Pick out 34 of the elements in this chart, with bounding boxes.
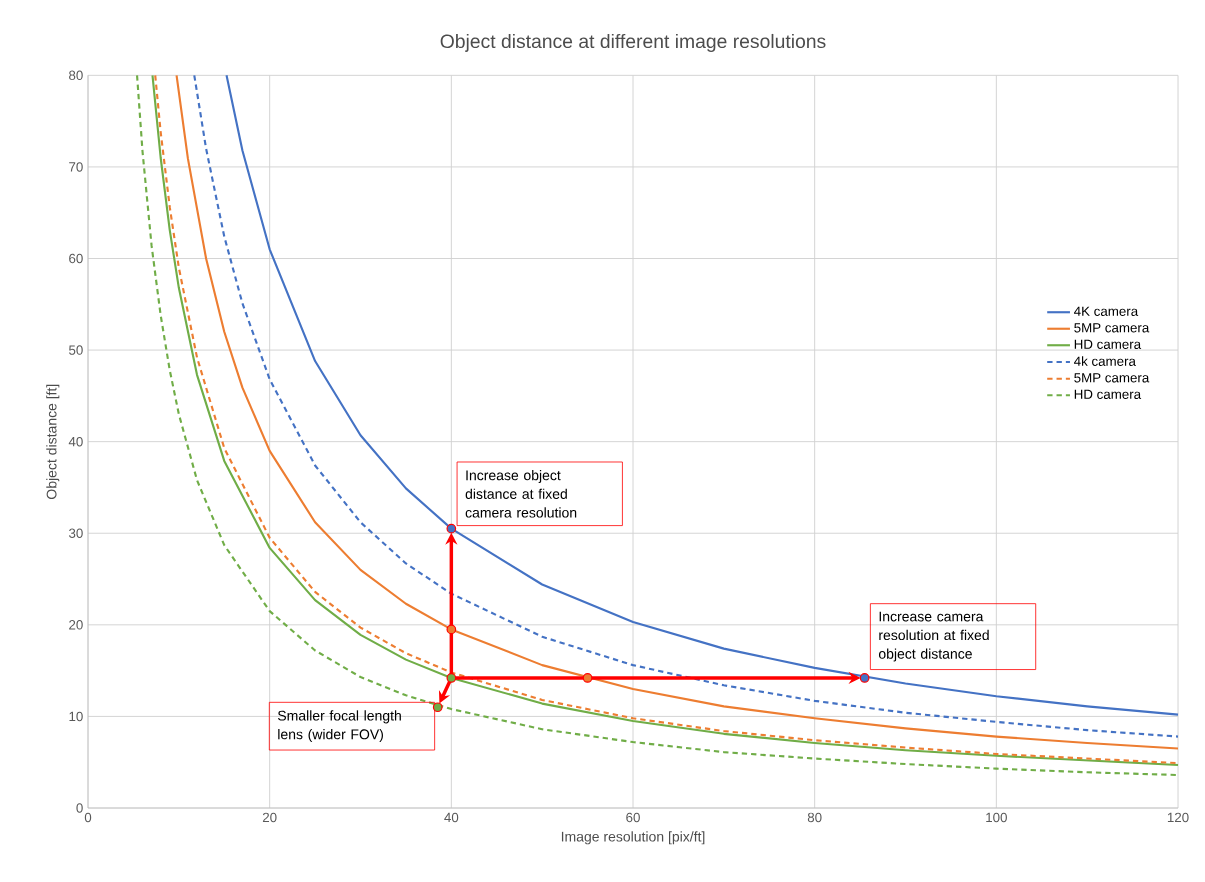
x-tick-label: 120: [1167, 812, 1189, 823]
y-tick-label: 10: [69, 711, 83, 722]
legend-label: HD camera: [1074, 339, 1142, 349]
legend-label: 5MP camera: [1074, 323, 1150, 333]
x-tick-label: 80: [807, 812, 822, 823]
y-tick-label: 70: [69, 162, 83, 172]
y-tick-label: 40: [68, 436, 83, 447]
y-tick-label: 80: [69, 70, 83, 81]
point: [446, 624, 457, 635]
annotation: Increase camera resolution at fixed object distance: [878, 611, 989, 662]
x-tick-label: 20: [262, 812, 277, 823]
legend-label: 4K camera: [1074, 306, 1139, 316]
point: [859, 673, 870, 683]
point: [432, 702, 443, 713]
annotation: Smaller focal length lens (wider FOV): [277, 710, 401, 743]
x-tick-label: 0: [84, 812, 92, 823]
x-tick-label: 100: [986, 812, 1007, 823]
y-tick-label: 20: [69, 620, 83, 630]
legend-label: 4k camera: [1074, 356, 1136, 366]
x-tick-label: 60: [626, 812, 640, 823]
x-tick-label: 40: [444, 812, 459, 823]
point: [446, 523, 457, 534]
y-tick-label: 30: [68, 528, 83, 538]
x-axis-title: Image resolution [pix/ft]: [561, 831, 705, 845]
legend-label: 5MP camera: [1074, 373, 1150, 383]
chart-title: Object distance at different image resolutions: [440, 33, 826, 52]
legend-label: HD camera: [1074, 389, 1142, 399]
annotation: Increase object distance at fixed camera resolution: [465, 469, 577, 518]
y-tick-label: 0: [76, 803, 83, 813]
point: [582, 673, 593, 683]
point: [446, 673, 457, 683]
y-tick-label: 60: [69, 253, 83, 264]
y-axis-title: Object distance [ft]: [46, 384, 60, 499]
y-tick-label: 50: [69, 345, 83, 355]
